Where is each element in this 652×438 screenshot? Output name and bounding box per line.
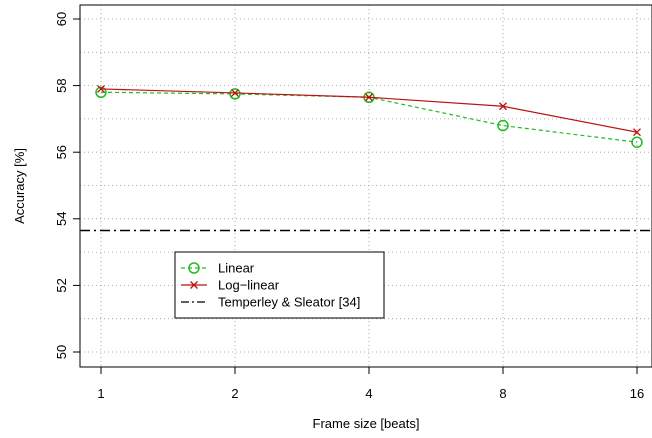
data-point-linear xyxy=(497,119,509,132)
y-tick-label: 54 xyxy=(54,212,69,226)
marker-stroke xyxy=(633,128,641,137)
data-point-loglinear xyxy=(231,88,239,97)
legend-label: Temperley & Sleator [34] xyxy=(218,295,360,310)
axes-layer: 1 2 4 8 16 50 52 54 56 58 60 xyxy=(54,12,644,401)
y-tick-label: 58 xyxy=(54,78,69,92)
y-tick-label: 56 xyxy=(54,145,69,159)
marker-stroke xyxy=(231,88,239,97)
data-point-loglinear xyxy=(633,128,641,137)
x-tick-label: 16 xyxy=(630,386,644,401)
data-point-linear xyxy=(631,136,643,148)
y-axis-label: Accuracy [%] xyxy=(12,148,27,224)
series-layer xyxy=(95,84,643,148)
legend-label: Log−linear xyxy=(218,278,280,293)
data-point-loglinear xyxy=(97,84,105,93)
legend: Linear Log−linear Temperley & Sleator [34] xyxy=(174,251,385,319)
legend-marker xyxy=(188,262,200,274)
x-tick-label: 8 xyxy=(499,386,506,401)
marker-stroke xyxy=(190,281,198,289)
data-point-linear xyxy=(229,88,241,100)
data-point-loglinear xyxy=(499,102,507,111)
legend-marker xyxy=(190,281,198,289)
x-tick-label: 1 xyxy=(97,386,104,401)
y-tick-label: 60 xyxy=(54,12,69,26)
data-point-linear xyxy=(95,86,107,99)
x-tick-label: 2 xyxy=(231,386,238,401)
grid-layer xyxy=(80,5,652,367)
marker-stroke xyxy=(97,84,105,93)
marker-stroke xyxy=(499,102,507,111)
y-tick-label: 50 xyxy=(54,345,69,359)
x-axis-label: Frame size [beats] xyxy=(313,416,420,431)
legend-label: Linear xyxy=(218,261,255,276)
data-point-loglinear xyxy=(365,93,373,102)
x-tick-label: 4 xyxy=(365,386,372,401)
marker-stroke xyxy=(365,93,373,102)
legend-box xyxy=(174,251,385,319)
plot-area-border xyxy=(79,4,652,368)
y-tick-label: 52 xyxy=(54,278,69,292)
